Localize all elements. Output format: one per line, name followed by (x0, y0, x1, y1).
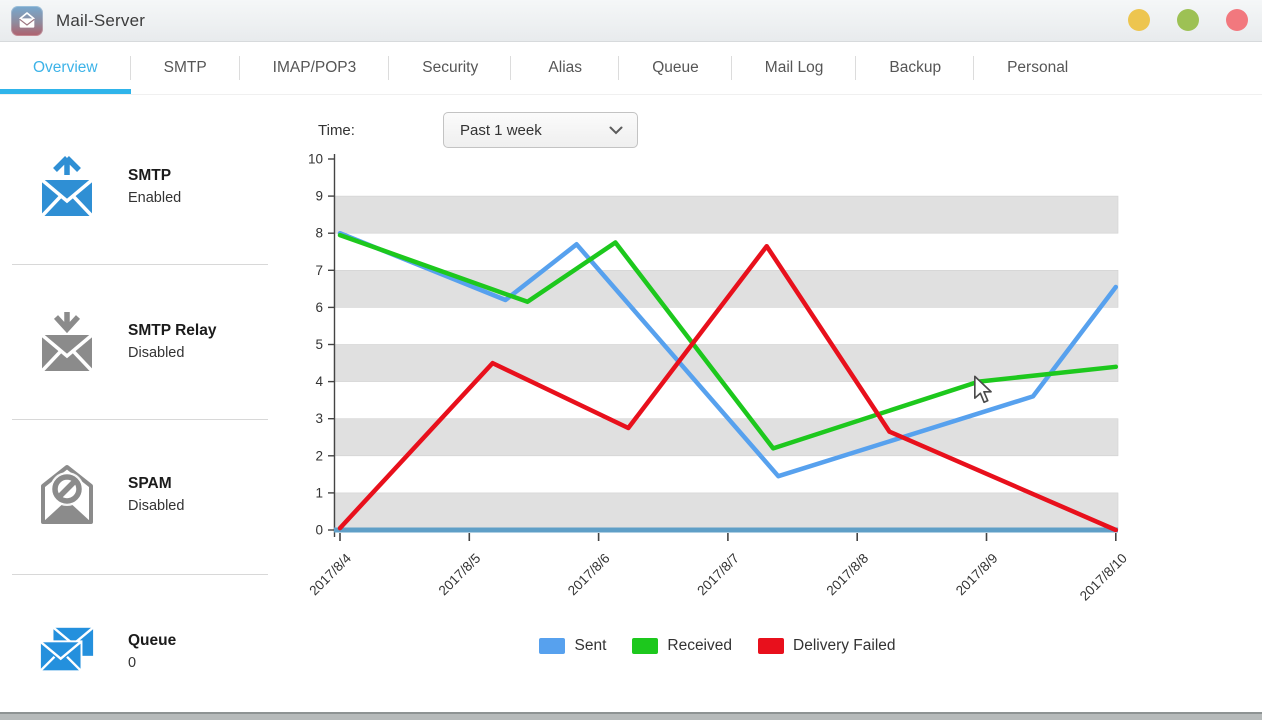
tab-personal[interactable]: Personal (974, 42, 1101, 94)
svg-text:9: 9 (315, 189, 323, 204)
tab-overview[interactable]: Overview (0, 42, 131, 94)
time-range-select[interactable]: Past 1 week (443, 112, 638, 148)
svg-text:8: 8 (315, 226, 323, 241)
mail-app-icon (11, 5, 43, 36)
tab-security[interactable]: Security (389, 42, 512, 94)
sidebar-item-label: Queue (128, 631, 177, 649)
sidebar-item-label: SMTP Relay (128, 321, 217, 339)
svg-text:6: 6 (315, 300, 323, 315)
tab-backup[interactable]: Backup (856, 42, 974, 94)
sidebar-divider (12, 419, 268, 420)
tab-label: Alias (548, 59, 583, 76)
tab-imap-pop3[interactable]: IMAP/POP3 (240, 42, 390, 94)
sidebar-item-smtp-relay[interactable]: SMTP Relay Disabled (0, 298, 290, 384)
tab-label: Backup (889, 59, 942, 76)
svg-text:2: 2 (315, 448, 323, 463)
sidebar-item-label: SPAM (128, 474, 172, 492)
window-control-restore-button[interactable] (1177, 9, 1199, 31)
time-label: Time: (318, 122, 355, 139)
svg-text:2017/8/6: 2017/8/6 (565, 551, 613, 599)
tab-label: Queue (652, 59, 699, 76)
title-bar: Mail-Server (0, 0, 1262, 42)
sidebar-item-status: Disabled (128, 497, 185, 514)
window-controls (1128, 9, 1248, 31)
tab-label: SMTP (163, 59, 207, 76)
tab-bar: Overview SMTP IMAP/POP3 Security Alias Queue M… (0, 42, 1262, 95)
window-title: Mail-Server (56, 10, 146, 30)
sidebar-item-status: Enabled (128, 189, 182, 206)
tab-label: Mail Log (764, 59, 824, 76)
tab-smtp[interactable]: SMTP (131, 42, 240, 94)
svg-text:2017/8/5: 2017/8/5 (436, 551, 484, 599)
window-control-minimize-button[interactable] (1128, 9, 1150, 31)
sidebar-item-queue[interactable]: Queue 0 (0, 608, 290, 694)
smtp-relay-incoming-mail-icon (38, 308, 96, 374)
tab-queue[interactable]: Queue (619, 42, 732, 94)
queue-mail-stack-icon (38, 618, 96, 684)
svg-text:10: 10 (308, 153, 323, 167)
svg-text:2017/8/4: 2017/8/4 (306, 550, 354, 598)
legend-label: Received (667, 637, 732, 654)
svg-text:2017/8/9: 2017/8/9 (953, 551, 1001, 599)
sidebar-item-smtp[interactable]: SMTP Enabled (0, 143, 290, 229)
legend-label: Sent (574, 637, 607, 654)
legend-item-delivery-failed: Delivery Failed (758, 637, 896, 655)
sidebar-item-spam[interactable]: SPAM Disabled (0, 451, 290, 537)
chart-legend: Sent Received Delivery Failed (295, 637, 1140, 655)
sidebar-divider (12, 574, 268, 575)
tab-label: Personal (1007, 59, 1069, 76)
tab-label: IMAP/POP3 (272, 59, 357, 76)
svg-text:7: 7 (315, 263, 323, 278)
sidebar-divider (12, 264, 268, 265)
svg-text:0: 0 (315, 523, 323, 538)
window-bottom-edge (0, 712, 1262, 720)
svg-text:2017/8/7: 2017/8/7 (694, 551, 742, 599)
legend-item-sent: Sent (539, 637, 606, 655)
svg-text:1: 1 (315, 485, 323, 500)
svg-text:4: 4 (315, 374, 323, 389)
legend-swatch (758, 638, 784, 654)
mail-activity-chart: 0 1 2 3 4 5 6 7 8 9 10 2017/8/4 2017/8/5… (295, 152, 1140, 631)
tab-label: Overview (33, 59, 98, 76)
legend-item-received: Received (632, 637, 732, 655)
chevron-down-icon (609, 126, 623, 134)
tab-alias[interactable]: Alias (511, 42, 620, 94)
smtp-outgoing-mail-icon (38, 153, 96, 219)
spam-blocked-mail-icon (38, 461, 96, 527)
tab-label: Security (422, 59, 479, 76)
time-range-value: Past 1 week (460, 121, 542, 139)
sidebar: SMTP Enabled SMTP Relay Disabled SPAM Disab… (0, 95, 290, 711)
svg-text:2017/8/10: 2017/8/10 (1077, 551, 1130, 604)
svg-text:2017/8/8: 2017/8/8 (824, 551, 872, 599)
legend-swatch (539, 638, 566, 654)
legend-swatch (632, 638, 659, 654)
sidebar-item-label: SMTP (128, 166, 172, 184)
sidebar-item-status: Disabled (128, 344, 185, 361)
sidebar-item-status: 0 (128, 654, 137, 671)
tab-mail-log[interactable]: Mail Log (732, 42, 857, 94)
svg-text:3: 3 (315, 411, 323, 426)
window-control-close-button[interactable] (1226, 9, 1248, 31)
legend-label: Delivery Failed (793, 637, 896, 654)
svg-text:5: 5 (315, 337, 323, 352)
